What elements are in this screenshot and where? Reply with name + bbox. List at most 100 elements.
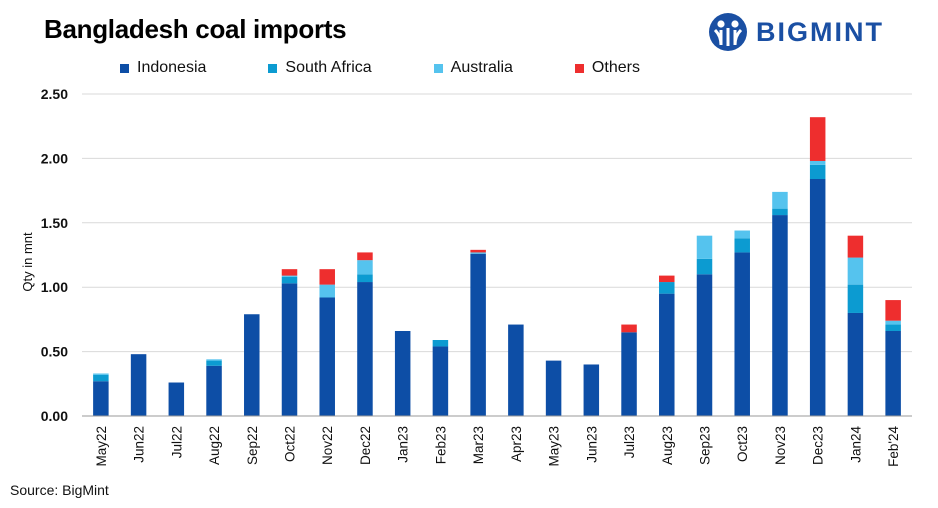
y-tick-label: 2.00 xyxy=(41,150,68,166)
bar-segment-indonesia xyxy=(357,282,373,416)
bar-segment-australia xyxy=(281,275,298,277)
x-axis: May22 Jun22 Jul22 Aug22 Sep22 Oct22 Nov22 Dec22… xyxy=(82,415,912,467)
x-tick-label: Jul22 xyxy=(169,426,184,458)
y-tick-label: 0.00 xyxy=(41,408,68,424)
bar-segment-indonesia xyxy=(319,297,335,416)
bar-segment-indonesia xyxy=(508,324,524,416)
bar-segment-australia xyxy=(885,320,901,325)
legend-item-indonesia: Indonesia xyxy=(120,59,206,77)
x-tick-label: Jun23 xyxy=(584,426,599,463)
y-tick-label: 1.00 xyxy=(41,279,68,295)
bigmint-logo-icon xyxy=(709,13,747,51)
bar-segment-south-africa xyxy=(659,282,675,294)
x-tick-label: May22 xyxy=(94,426,109,467)
x-tick-label: Jan23 xyxy=(396,426,411,463)
bar-segment-indonesia xyxy=(772,215,788,416)
bar-segment-indonesia xyxy=(809,179,826,416)
bar-segment-australia xyxy=(357,260,373,275)
bar-segment-indonesia xyxy=(470,253,486,416)
bar-segment-indonesia xyxy=(206,365,222,416)
x-tick-label: Nov23 xyxy=(773,426,788,465)
brand-logo: BIGMINT xyxy=(708,12,884,52)
legend-item-south-africa: South Africa xyxy=(268,59,372,77)
bar-segment-south-africa xyxy=(93,374,109,382)
bar-segment-south-africa xyxy=(734,238,750,253)
x-tick-label: Dec23 xyxy=(811,426,826,465)
legend-swatch-south-africa xyxy=(268,63,278,73)
bar-segment-indonesia xyxy=(281,283,298,416)
bar-segment-indonesia xyxy=(621,332,637,416)
y-axis-label: Qty in mnt xyxy=(20,232,35,292)
y-axis: 0.00 0.50 1.00 1.50 2.00 2.50 xyxy=(41,86,68,424)
chart-legend: Indonesia South Africa Australia Others xyxy=(120,58,702,78)
bar-segment-australia xyxy=(809,160,826,165)
legend-swatch-australia xyxy=(433,63,443,73)
x-tick-label: Feb'24 xyxy=(886,426,901,467)
legend-swatch-indonesia xyxy=(120,63,129,73)
legend-label-indonesia: Indonesia xyxy=(137,59,207,76)
x-tick-label: Aug22 xyxy=(207,426,222,465)
x-tick-label: Oct23 xyxy=(735,426,750,462)
bar-segment-indonesia xyxy=(168,382,185,416)
bar-segment-others xyxy=(621,324,637,333)
brand-name: BIGMINT xyxy=(756,16,884,47)
bar-segment-indonesia xyxy=(93,381,109,416)
x-tick-label: Jul23 xyxy=(622,426,637,458)
source-note: Source: BigMint xyxy=(10,482,109,498)
x-tick-label: Dec22 xyxy=(358,426,373,465)
bar-segment-australia xyxy=(696,235,713,259)
legend-label-others: Others xyxy=(591,59,640,76)
bar-segment-south-africa xyxy=(432,340,449,347)
x-tick-label: Mar23 xyxy=(471,426,486,464)
bars xyxy=(93,117,901,416)
bar-segment-south-africa xyxy=(696,258,713,275)
legend-swatch-others xyxy=(574,63,584,73)
x-tick-label: Nov22 xyxy=(320,426,335,465)
bar-segment-south-africa xyxy=(809,164,826,180)
bar-segment-indonesia xyxy=(696,274,713,416)
bar-segment-others xyxy=(357,252,373,261)
bar-segment-indonesia xyxy=(583,364,600,416)
bar-segment-indonesia xyxy=(885,330,901,416)
bar-segment-australia xyxy=(93,373,109,375)
x-tick-label: Jun22 xyxy=(132,426,147,463)
bar-segment-indonesia xyxy=(734,252,750,416)
x-tick-label: Sep22 xyxy=(245,426,260,465)
bar-segment-others xyxy=(659,275,675,283)
chart-title: Bangladesh coal imports xyxy=(44,14,347,44)
bar-segment-australia xyxy=(847,257,864,285)
x-tick-label: Sep23 xyxy=(698,426,713,465)
legend-item-australia: Australia xyxy=(433,59,513,77)
bar-segment-south-africa xyxy=(885,324,901,331)
bar-segment-indonesia xyxy=(432,346,449,416)
y-tick-label: 0.50 xyxy=(41,344,68,360)
bar-segment-indonesia xyxy=(394,330,411,416)
bar-segment-south-africa xyxy=(206,360,222,366)
bar-segment-indonesia xyxy=(545,360,562,416)
bar-segment-australia xyxy=(206,359,222,361)
bar-segment-indonesia xyxy=(130,354,147,416)
bar-segment-south-africa xyxy=(772,208,788,216)
x-tick-label: May23 xyxy=(547,426,562,467)
bar-segment-south-africa xyxy=(281,276,298,284)
bar-segment-others xyxy=(281,269,298,276)
bar-segment-others xyxy=(319,269,335,285)
bar-segment-australia xyxy=(319,284,335,298)
bar-segment-australia xyxy=(734,230,750,239)
y-tick-label: 1.50 xyxy=(41,215,68,231)
bar-segment-others xyxy=(885,300,901,321)
bar-segment-south-africa xyxy=(847,284,864,313)
bar-segment-others xyxy=(847,235,864,258)
legend-label-australia: Australia xyxy=(450,59,513,76)
legend-item-others: Others xyxy=(574,59,640,77)
y-tick-label: 2.50 xyxy=(41,86,68,102)
bar-segment-south-africa xyxy=(357,274,373,283)
bar-segment-others xyxy=(470,249,486,253)
x-tick-label: Jan24 xyxy=(848,426,863,463)
bar-segment-others xyxy=(809,117,826,161)
x-tick-label: Apr23 xyxy=(509,426,524,462)
bar-segment-australia xyxy=(772,191,788,209)
bar-segment-australia xyxy=(470,252,486,254)
bar-segment-indonesia xyxy=(244,314,260,416)
